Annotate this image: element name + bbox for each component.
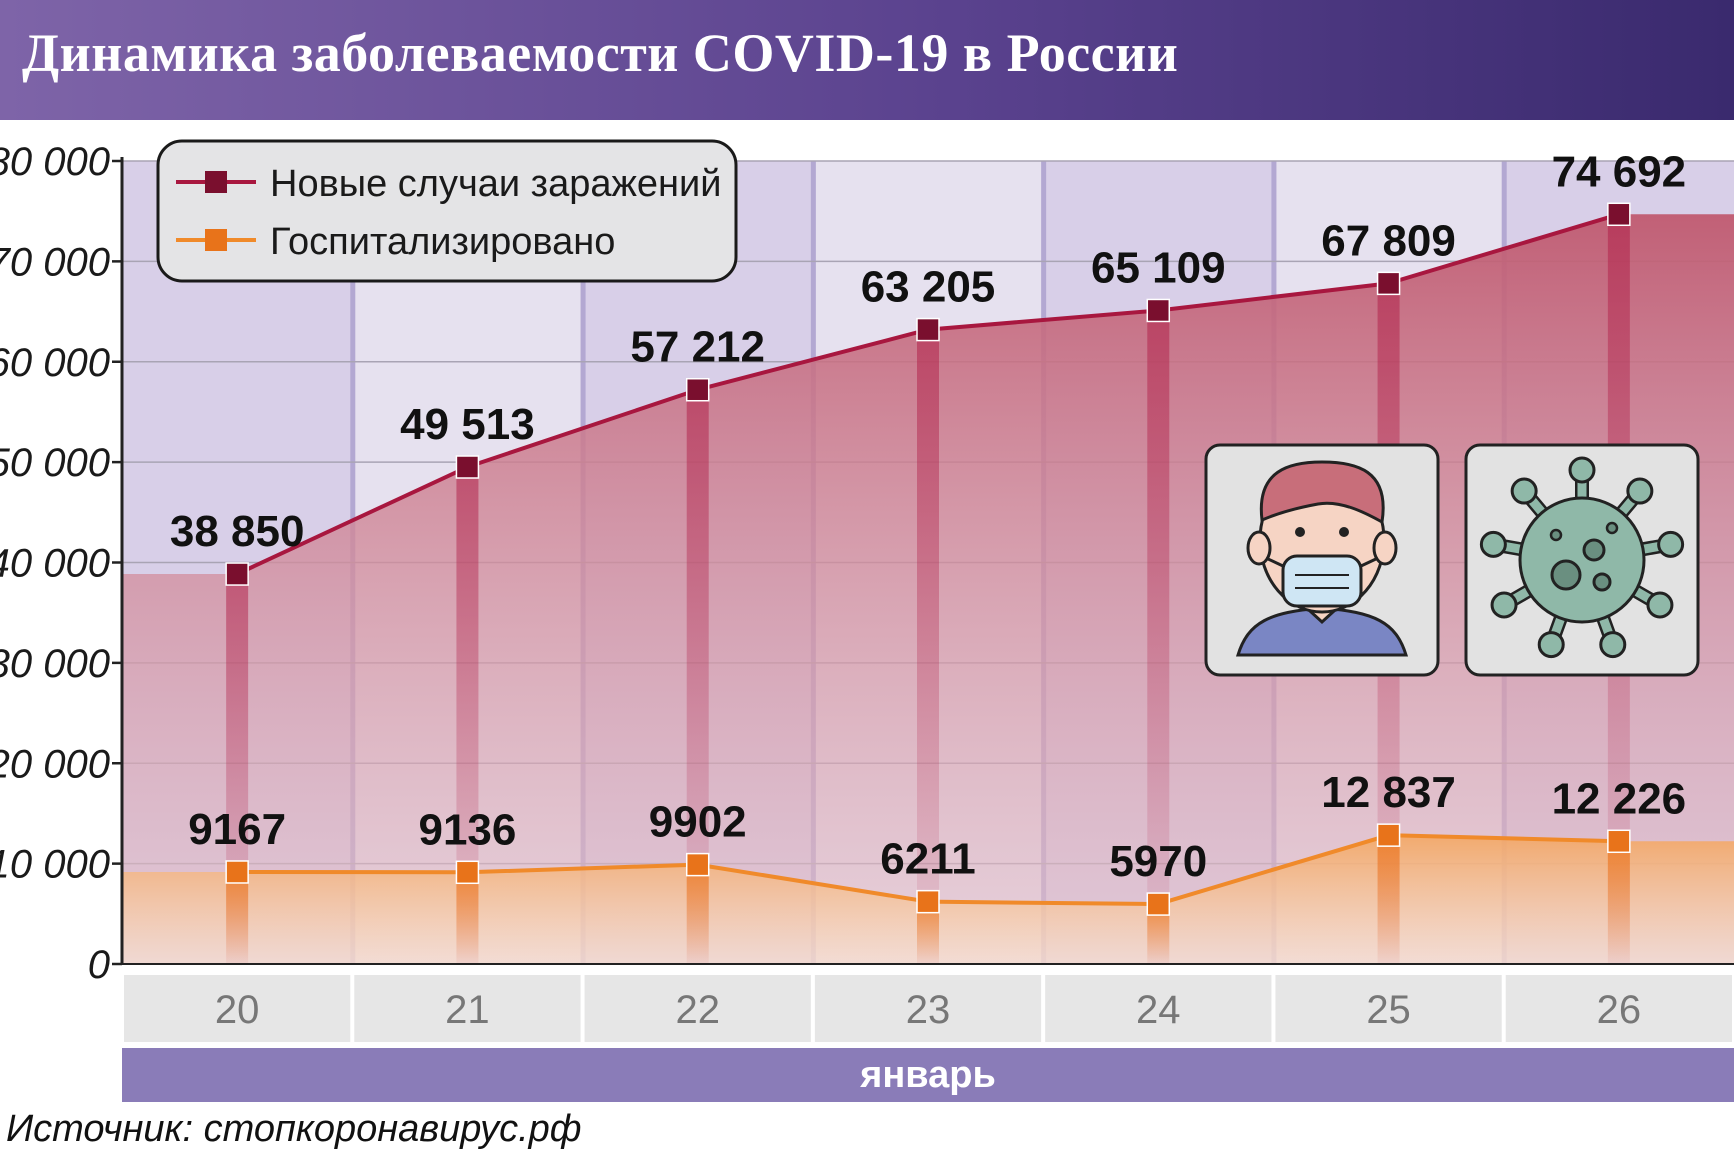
hospitalized-drop-bar xyxy=(917,901,939,964)
new-cases-drop-bar xyxy=(456,467,479,964)
y-tick-label: 70 000 xyxy=(0,240,110,284)
hospitalized-marker xyxy=(455,860,480,885)
legend-swatch-marker xyxy=(205,171,227,193)
legend-swatch-marker xyxy=(205,229,227,251)
hospitalized-drop-bar xyxy=(1147,904,1170,964)
month-bar xyxy=(122,1048,1734,1102)
hospitalized-marker xyxy=(1607,829,1631,854)
x-tick-label: 22 xyxy=(675,988,720,1032)
hospitalized-marker xyxy=(1376,823,1401,847)
data-labels: 38 850 49 513 57 212 63 205 65 109 67 809 74 6… xyxy=(170,147,1686,886)
virus-icon xyxy=(1464,443,1700,677)
new-cases-marker xyxy=(225,562,249,586)
y-tick-label: 20 000 xyxy=(0,742,110,786)
virus-spike-tip xyxy=(1479,530,1507,558)
new-cases-marker xyxy=(1146,298,1171,323)
new-cases-data-label: 67 809 xyxy=(1321,216,1456,265)
virus-spike-tip xyxy=(1657,530,1685,558)
hospitalized-data-label: 9902 xyxy=(649,798,747,847)
new-cases-data-label: 65 109 xyxy=(1091,243,1226,292)
x-tick-label: 23 xyxy=(906,988,951,1032)
hospitalized-data-label: 9136 xyxy=(418,805,516,854)
hospitalized-data-label: 9167 xyxy=(188,805,286,854)
day-box xyxy=(584,975,811,1042)
virus-spike-tip xyxy=(1510,477,1538,505)
masked-person-icon xyxy=(1204,443,1440,677)
legend: Новые случаи заражений Госпитализировано xyxy=(156,139,738,283)
new-cases-marker xyxy=(685,377,710,402)
new-cases-drop-bar xyxy=(686,389,709,964)
new-cases-marker xyxy=(1607,202,1631,227)
x-axis: 20 21 22 23 24 25 26 январь xyxy=(122,975,1734,1102)
virus-spike-tip xyxy=(1537,631,1565,659)
day-box xyxy=(1045,975,1272,1042)
hospitalized-drop-bar xyxy=(686,864,709,964)
legend-label: Госпитализировано xyxy=(270,221,615,263)
day-box xyxy=(1275,975,1502,1042)
y-tick-label: 80 000 xyxy=(0,140,110,184)
legend-label: Новые случаи заражений xyxy=(270,163,721,205)
y-tick-label: 0 xyxy=(88,943,110,987)
new-cases-marker xyxy=(455,455,480,479)
hospitalized-drop-bar xyxy=(226,871,249,964)
new-cases-data-label: 63 205 xyxy=(861,263,996,312)
new-cases-data-label: 38 850 xyxy=(170,507,305,556)
virus-spike-tip xyxy=(1568,456,1596,484)
x-axis-label: январь xyxy=(859,1054,996,1096)
x-tick-label: 24 xyxy=(1136,988,1181,1032)
series-markers xyxy=(225,202,1631,916)
chart-title: Динамика заболеваемости COVID-19 в Росси… xyxy=(22,23,1179,83)
hospitalized-marker xyxy=(225,860,249,884)
y-tick-label: 50 000 xyxy=(0,441,110,485)
hospitalized-data-label: 6211 xyxy=(880,835,975,884)
new-cases-marker xyxy=(1376,271,1401,296)
virus-spike-tip xyxy=(1646,591,1674,619)
source-note: Источник: стопкоронавирус.рф xyxy=(6,1108,582,1150)
y-axis: 0 10 000 20 000 30 000 40 000 50 000 60 000 70 … xyxy=(0,140,1734,987)
new-cases-data-label: 57 212 xyxy=(630,323,765,372)
virus-spike-tip xyxy=(1490,591,1518,619)
day-box xyxy=(814,975,1042,1042)
x-tick-label: 25 xyxy=(1366,988,1411,1032)
y-tick-label: 60 000 xyxy=(0,341,110,385)
new-cases-drop-bar xyxy=(917,329,939,964)
hospitalized-marker xyxy=(685,852,710,877)
day-box xyxy=(354,975,581,1042)
legend-box xyxy=(156,139,738,283)
new-cases-data-label: 49 513 xyxy=(400,400,535,449)
hospitalized-drop-bar xyxy=(456,872,479,964)
day-box xyxy=(124,975,351,1042)
virus-spike-tip xyxy=(1626,477,1654,505)
new-cases-drop-bar xyxy=(1147,310,1170,965)
title-bar: Динамика заболеваемости COVID-19 в Росси… xyxy=(0,0,1734,120)
x-tick-label: 21 xyxy=(445,988,490,1032)
hospitalized-area xyxy=(122,835,1734,964)
new-cases-marker xyxy=(916,317,940,342)
hospitalized-drop-bar xyxy=(1607,841,1630,964)
new-cases-data-label: 74 692 xyxy=(1552,147,1687,196)
day-box xyxy=(1505,975,1732,1042)
hospitalized-data-label: 5970 xyxy=(1109,837,1207,886)
y-tick-label: 30 000 xyxy=(0,642,110,686)
y-tick-label: 10 000 xyxy=(0,843,110,887)
hospitalized-drop-bar xyxy=(1377,835,1400,964)
hospitalized-data-label: 12 226 xyxy=(1552,774,1687,823)
y-tick-label: 40 000 xyxy=(0,542,110,586)
x-tick-label: 20 xyxy=(215,988,260,1032)
hospitalized-data-label: 12 837 xyxy=(1321,768,1456,817)
hospitalized-marker xyxy=(916,889,940,914)
x-tick-label: 26 xyxy=(1597,988,1642,1032)
virus-spike-tip xyxy=(1599,631,1627,659)
hospitalized-marker xyxy=(1146,892,1171,916)
